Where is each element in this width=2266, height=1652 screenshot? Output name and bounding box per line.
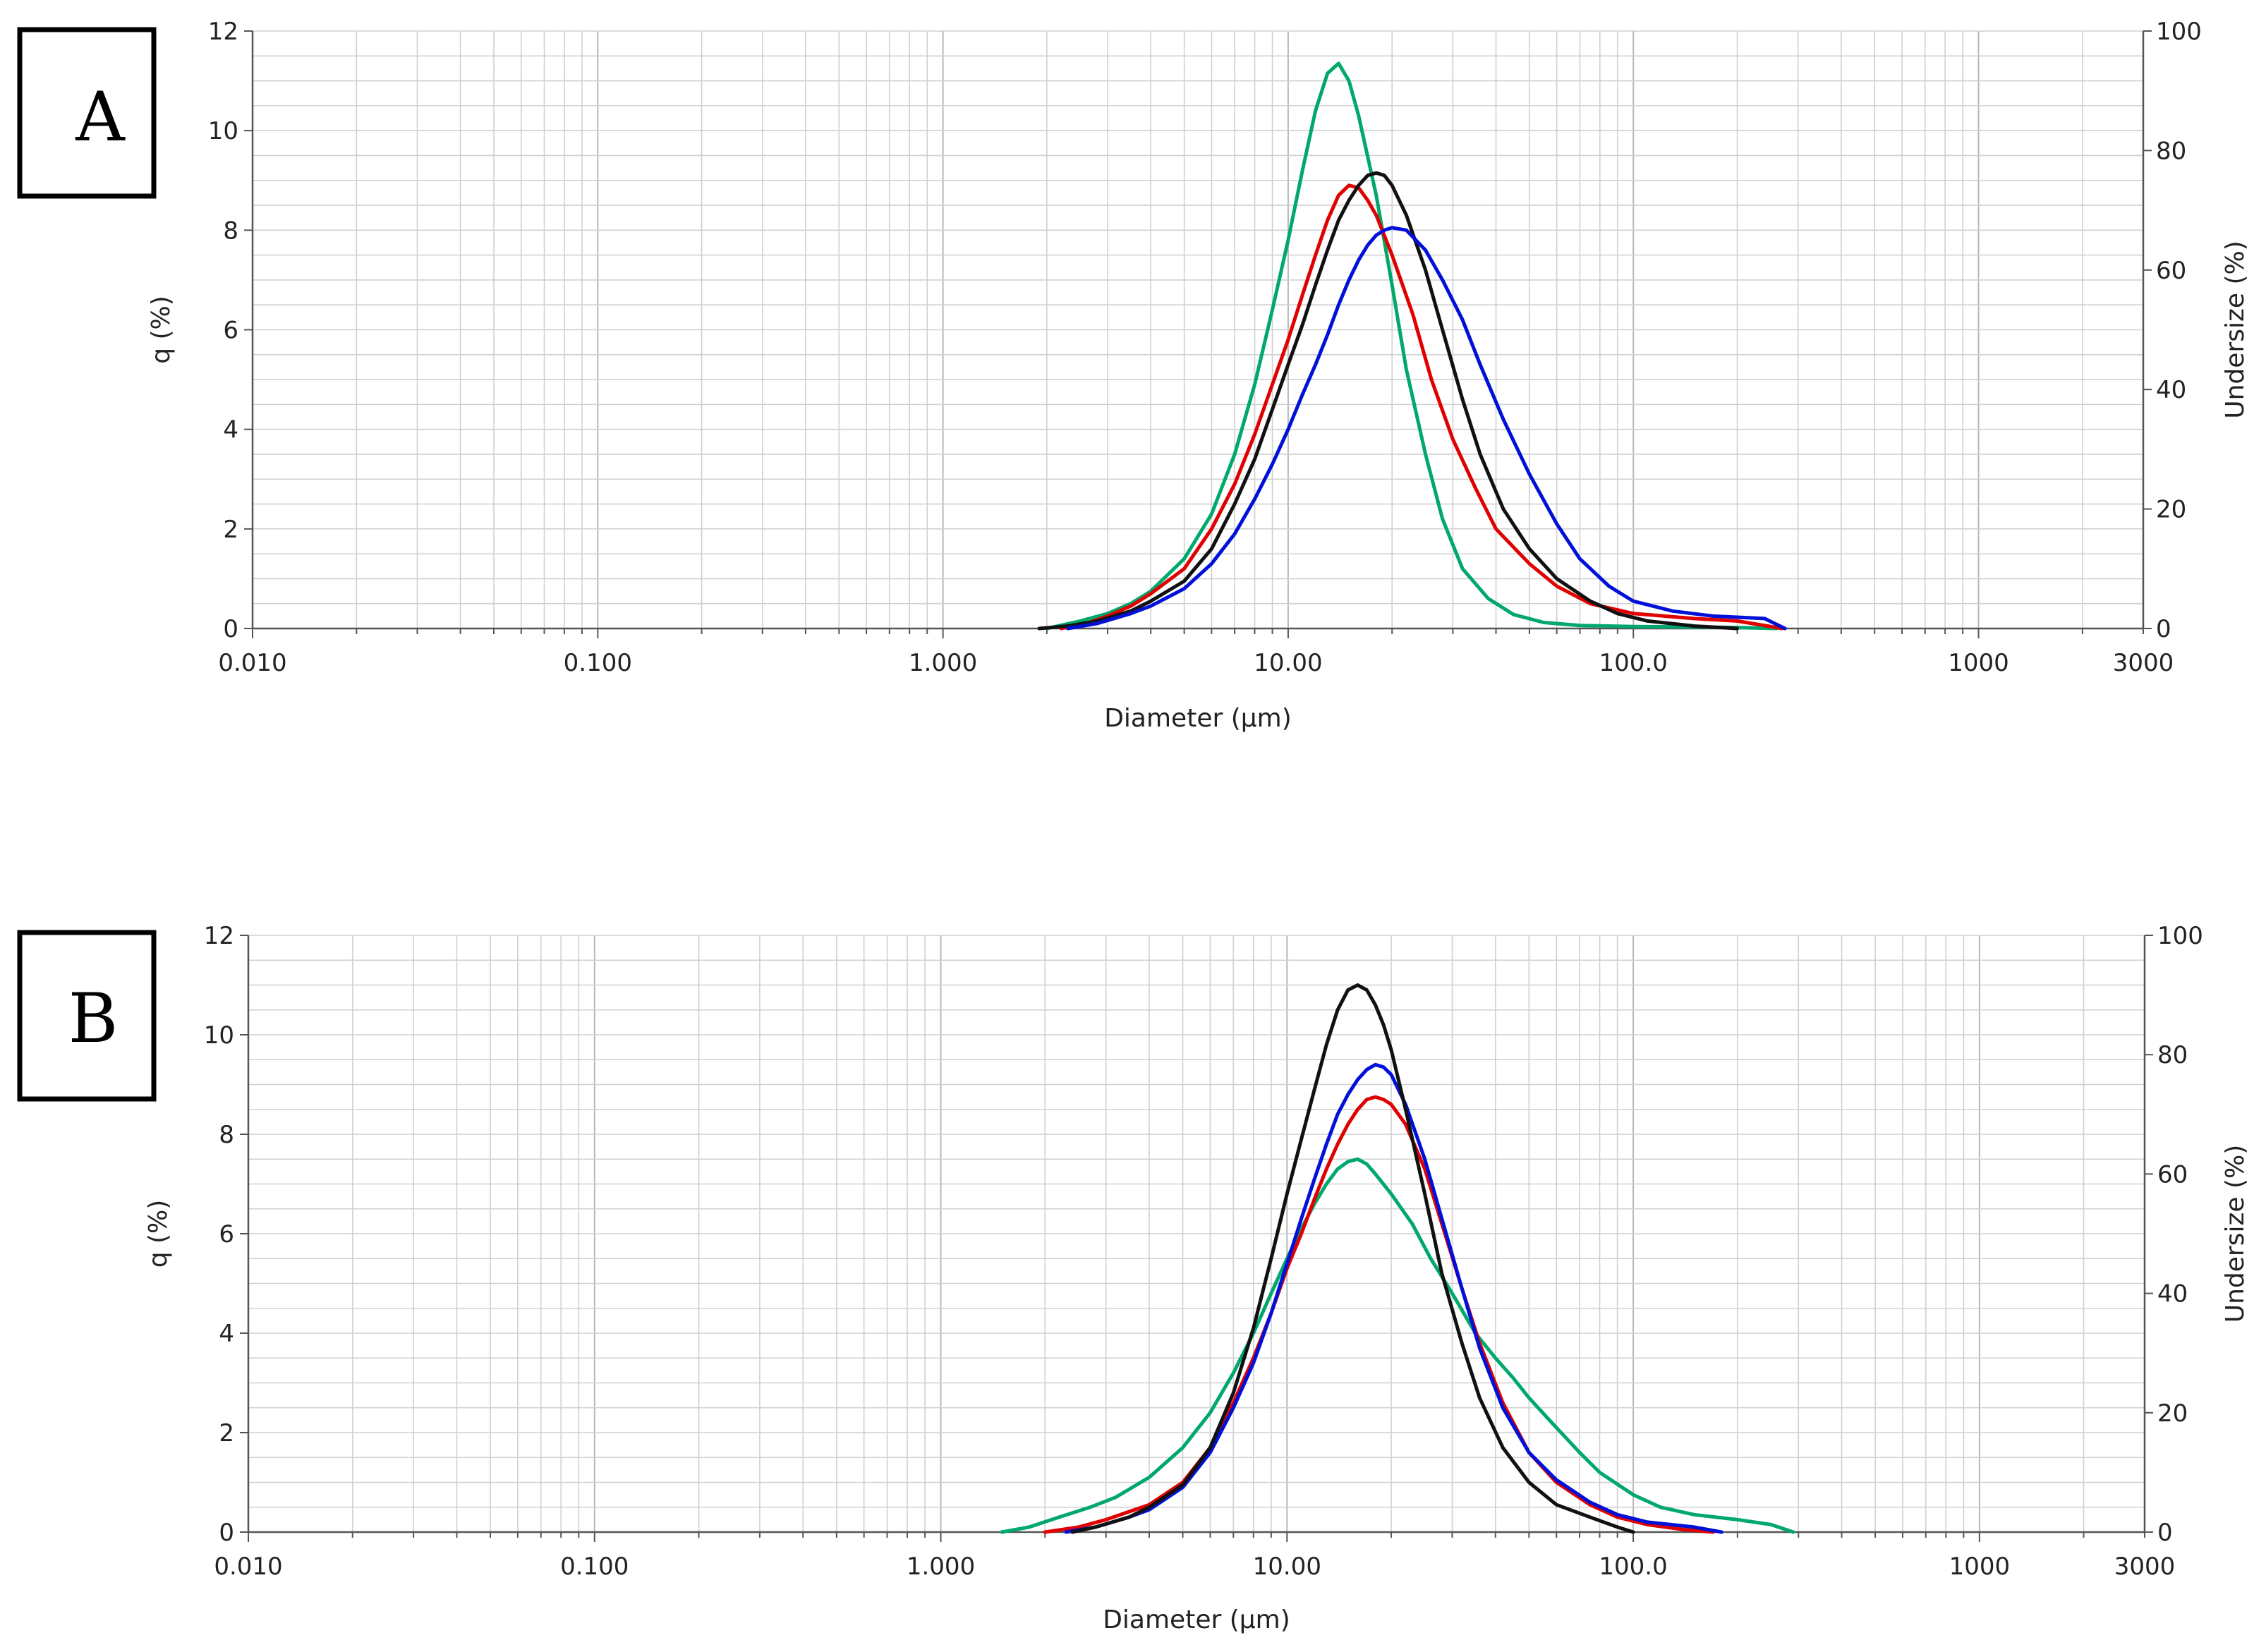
y-tick-label: 2: [219, 1419, 234, 1447]
y-tick-label: 6: [219, 1220, 234, 1249]
x-tick-label: 1.000: [909, 649, 977, 677]
y-tick-label: 0: [219, 1519, 234, 1547]
x-tick-label: 0.010: [218, 649, 286, 677]
y2-tick-label: 100: [2157, 922, 2203, 950]
y-tick-label: 0: [223, 615, 238, 643]
y2-tick-label: 80: [2156, 137, 2186, 165]
series-line: [1037, 171, 1739, 631]
y2-tick-label: 20: [2157, 1399, 2188, 1428]
series-line: [1000, 1157, 1795, 1534]
y-axis-label: q (%): [144, 1200, 173, 1268]
x-tick-label: 1000: [1948, 649, 2009, 677]
y2-tick-label: 0: [2156, 615, 2171, 643]
horizontal-gridlines: [248, 935, 2145, 1533]
y-tick-label: 10: [204, 1021, 234, 1050]
x-tick-label: 1.000: [907, 1553, 975, 1581]
series-group: [1000, 983, 1795, 1534]
x-tick-label: 10.00: [1253, 1553, 1321, 1581]
chart-panel-b: 0.010 0.100 1.000 10.00 100.0 1000 30000246810…: [17, 922, 2250, 1634]
series-line: [1064, 1062, 1723, 1534]
x-tick-label: 3000: [2114, 1553, 2176, 1581]
y-tick-label: 12: [204, 922, 234, 950]
y-tick-label: 10: [208, 117, 238, 145]
x-tick-label: 100.0: [1599, 1553, 1667, 1581]
y-tick-label: 4: [223, 416, 238, 444]
y2-tick-label: 40: [2156, 376, 2186, 404]
y-tick-label: 12: [208, 18, 238, 46]
x-tick-label: 1000: [1949, 1553, 2011, 1581]
y2-tick-label: 60: [2157, 1160, 2188, 1189]
y2-tick-label: 100: [2156, 18, 2202, 46]
y2-tick-label: 60: [2156, 257, 2186, 285]
y2-tick-label: 40: [2157, 1280, 2188, 1308]
panel-label-box: [17, 930, 157, 1102]
series-group: [1037, 61, 1787, 631]
y2-axis-label: Undersize (%): [2221, 1145, 2250, 1323]
x-tick-label: 100.0: [1599, 649, 1668, 677]
x-tick-label: 10.00: [1254, 649, 1322, 677]
x-axis-label: Diameter (µm): [1104, 704, 1292, 733]
axes: 0.010 0.100 1.000 10.00 100.0 1000 30000246810…: [147, 18, 2250, 733]
y-tick-label: 8: [223, 217, 238, 245]
x-tick-label: 3000: [2113, 649, 2174, 677]
panel-label-box: [17, 27, 157, 199]
axes: 0.010 0.100 1.000 10.00 100.0 1000 30000246810…: [144, 922, 2250, 1634]
y2-axis-label: Undersize (%): [2221, 241, 2250, 419]
y-tick-label: 4: [219, 1320, 234, 1348]
panel-label: B: [68, 979, 119, 1058]
x-tick-label: 0.010: [214, 1553, 282, 1581]
x-tick-label: 0.100: [560, 1553, 629, 1581]
series-line: [1070, 983, 1635, 1534]
x-tick-label: 0.100: [564, 649, 632, 677]
y2-tick-label: 20: [2156, 496, 2186, 524]
series-line: [1066, 226, 1787, 631]
y2-tick-label: 0: [2157, 1519, 2173, 1547]
x-axis-label: Diameter (µm): [1103, 1605, 1290, 1634]
chart-panel-a: 0.010 0.100 1.000 10.00 100.0 1000 30000246810…: [17, 18, 2250, 733]
y-tick-label: 6: [223, 317, 238, 345]
series-line: [1059, 183, 1784, 631]
y-tick-label: 2: [223, 516, 238, 544]
y-axis-label: q (%): [147, 296, 176, 364]
y-tick-label: 8: [219, 1121, 234, 1149]
series-line: [1045, 61, 1779, 631]
series-line: [1043, 1095, 1715, 1534]
y2-tick-label: 80: [2157, 1041, 2188, 1069]
panel-label: A: [75, 78, 126, 157]
